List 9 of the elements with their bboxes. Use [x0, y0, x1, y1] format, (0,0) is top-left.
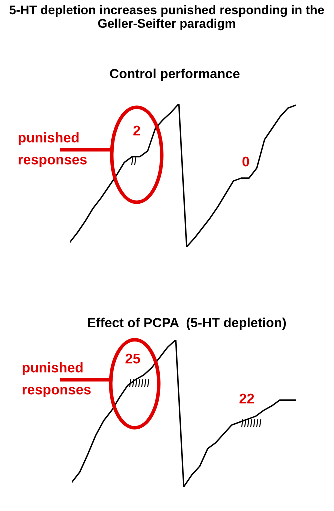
chart-title: Effect of PCPA (5-HT depletion) — [88, 318, 286, 330]
annotation: punished responses — [22, 362, 91, 398]
annotation: 25 — [126, 354, 140, 364]
annotation: punished responses — [18, 132, 87, 168]
chart-title: Control performance — [110, 68, 240, 82]
annotation: 2 — [134, 126, 140, 136]
annotation: 22 — [240, 394, 254, 404]
annotation: 0 — [242, 156, 250, 167]
text: 5-HT depletion increases punished responding in the Geller-Seifter paradigm — [10, 5, 324, 31]
